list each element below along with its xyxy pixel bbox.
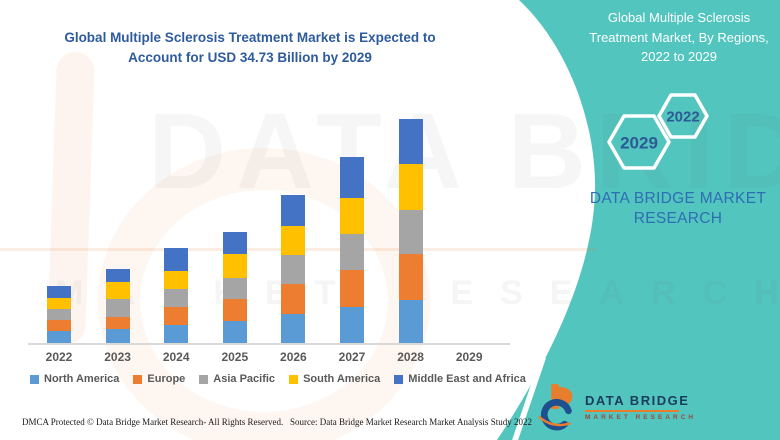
bar-segment-2023-north-america — [105, 329, 130, 343]
bar-segment-2023-europe — [105, 317, 130, 329]
logo-underline — [585, 410, 679, 412]
bar-segment-2024-south-america — [164, 271, 189, 289]
bar-segment-2026-middle-east-and-africa — [281, 195, 306, 226]
bar-segment-2022-asia-pacific — [47, 309, 71, 320]
year-hexagons: 2022 2029 — [607, 93, 709, 170]
axis-label-2025: 2025 — [221, 350, 249, 364]
source-note: Source: Data Bridge Market Research Mark… — [290, 417, 532, 427]
axis-label-2026: 2026 — [280, 350, 307, 364]
bar-segment-2022-north-america — [47, 331, 71, 343]
bar-segment-2026-europe — [281, 284, 306, 314]
hexagon-2022-label: 2022 — [666, 109, 699, 126]
bar-segment-2026-north-america — [281, 314, 306, 343]
logo-text-block: DATA BRIDGE MARKET RESEARCH — [585, 383, 696, 421]
legend-item-middle-east-and-africa: Middle East and Africa — [394, 373, 526, 385]
legend-swatch-icon — [30, 374, 39, 384]
bar-segment-2028-europe — [398, 254, 423, 300]
bar-segment-2025-north-america — [222, 321, 247, 343]
legend-swatch-icon — [289, 374, 299, 384]
bar-segment-2027-asia-pacific — [340, 234, 364, 270]
legend-item-north-america: North America — [30, 373, 119, 385]
bar-segment-2028-south-america — [398, 164, 423, 210]
legend-label: Middle East and Africa — [408, 373, 526, 385]
axis-label-2024: 2024 — [162, 350, 190, 364]
data-bridge-logo-icon — [538, 384, 573, 431]
bar-segment-2025-europe — [222, 299, 247, 321]
dmca-notice: DMCA Protected © Data Bridge Market Rese… — [22, 417, 284, 427]
axis-label-2029: 2029 — [455, 350, 483, 364]
x-axis-line — [28, 343, 510, 345]
legend-label: Europe — [147, 373, 186, 385]
chart-title-line2: Account for USD 34.73 Billion by 2029 — [128, 50, 372, 65]
logo-subtitle: MARKET RESEARCH — [585, 414, 697, 421]
bar-segment-2024-asia-pacific — [164, 289, 189, 307]
hexagon-2022-icon — [657, 93, 709, 139]
bar-segment-2027-europe — [340, 270, 364, 307]
bar-segment-2027-south-america — [340, 198, 364, 234]
bar-chart-plot-area — [28, 100, 510, 343]
legend-label: Asia Pacific — [213, 373, 276, 385]
panel-title: Global Multiple Sclerosis Treatment Mark… — [589, 10, 769, 64]
bar-segment-2027-middle-east-and-africa — [340, 157, 364, 198]
bar-segment-2028-middle-east-and-africa — [398, 119, 423, 164]
axis-label-2028: 2028 — [397, 350, 424, 364]
bar-segment-2024-north-america — [164, 325, 189, 343]
bar-segment-2025-middle-east-and-africa — [222, 232, 247, 254]
chart-legend: North America Europe Asia Pacific South Ame… — [30, 373, 526, 385]
legend-swatch-icon — [133, 374, 143, 384]
bar-segment-2026-south-america — [281, 226, 306, 255]
bar-segment-2024-middle-east-and-africa — [164, 248, 189, 271]
bar-segment-2025-south-america — [222, 254, 247, 278]
x-axis-labels: 2022 2023 2024 2025 2026 2027 2028 2029 — [28, 350, 510, 366]
hexagon-2029-label: 2029 — [620, 134, 658, 153]
hexagon-2029-icon — [607, 114, 671, 170]
legend-swatch-icon — [199, 374, 209, 384]
bar-segment-2024-europe — [164, 307, 189, 325]
bar-segment-2022-south-america — [47, 298, 71, 309]
bar-segment-2023-south-america — [105, 282, 130, 299]
bar-segment-2028-asia-pacific — [398, 210, 423, 254]
logo-name: DATA BRIDGE — [585, 393, 690, 408]
legend-label: South America — [303, 373, 381, 385]
chart-title: Global Multiple Sclerosis Treatment Mark… — [15, 28, 485, 68]
axis-label-2027: 2027 — [338, 350, 366, 364]
bar-segment-2026-asia-pacific — [281, 255, 306, 284]
bar-segment-2022-middle-east-and-africa — [47, 286, 71, 298]
data-bridge-logo: DATA BRIDGE MARKET RESEARCH — [536, 383, 696, 431]
bar-segment-2023-asia-pacific — [105, 299, 130, 317]
legend-swatch-icon — [394, 374, 404, 384]
chart-title-line1: Global Multiple Sclerosis Treatment Mark… — [64, 30, 436, 45]
legend-label: North America — [44, 373, 120, 385]
legend-item-europe: Europe — [133, 373, 185, 385]
legend-item-south-america: South America — [289, 373, 380, 385]
bar-segment-2023-middle-east-and-africa — [105, 269, 130, 282]
axis-label-2022: 2022 — [45, 350, 73, 364]
legend-item-asia-pacific: Asia Pacific — [199, 373, 275, 385]
bar-segment-2022-europe — [47, 320, 71, 331]
bar-segment-2027-north-america — [340, 307, 364, 343]
axis-label-2023: 2023 — [104, 350, 131, 364]
bar-segment-2025-asia-pacific — [222, 278, 247, 299]
diagonal-stripe-gap — [512, 358, 546, 440]
brand-words: DATA BRIDGE MARKET RESEARCH — [589, 190, 767, 228]
bar-segment-2028-north-america — [398, 300, 423, 343]
